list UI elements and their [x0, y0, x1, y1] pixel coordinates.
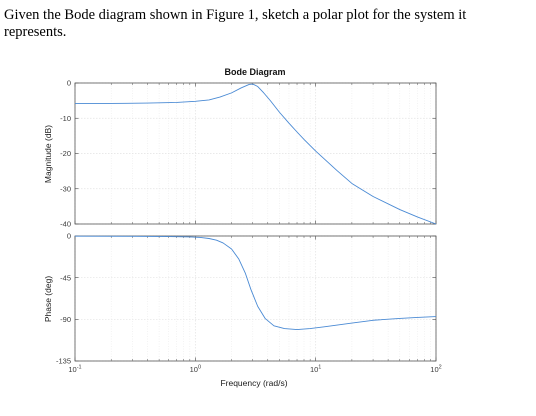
- y-tick-label: 0: [67, 79, 71, 88]
- x-tick-exponent: 2: [439, 365, 442, 371]
- phase-series-line: [74, 235, 437, 330]
- x-tick-base: 10: [430, 365, 438, 374]
- y-tick-label: -30: [60, 184, 71, 193]
- y-tick-label: -40: [60, 220, 71, 229]
- y-tick-label: 0: [67, 232, 71, 241]
- x-tick-label: 10-1: [68, 365, 81, 375]
- magnitude-panel: 0 -10 -20 -30 -40 Magnitude (dB): [43, 79, 437, 229]
- x-tick-label: 102: [430, 365, 441, 375]
- x-tick-label: 101: [310, 365, 321, 375]
- y-tick-label: -45: [60, 273, 71, 282]
- magnitude-series-line: [75, 83, 437, 225]
- y-tick-label: -10: [60, 114, 71, 123]
- axes-box: [74, 82, 437, 225]
- x-tick-label: 100: [190, 365, 201, 375]
- question-text: Given the Bode diagram shown in Figure 1…: [4, 7, 467, 40]
- x-tick-exponent: 1: [318, 365, 321, 371]
- x-tick-base: 10: [68, 365, 76, 374]
- phase-y-axis-label: Phase (deg): [43, 276, 53, 322]
- chart-title: Bode Diagram: [224, 67, 285, 77]
- x-tick-exponent: 0: [198, 365, 201, 371]
- axes-box: [74, 235, 437, 362]
- y-tick-label: -135: [56, 357, 71, 366]
- x-tick-exponent: -1: [77, 365, 82, 371]
- y-tick-label: -20: [60, 149, 71, 158]
- x-axis-label: Frequency (rad/s): [220, 378, 287, 388]
- y-tick-label: -90: [60, 315, 71, 324]
- magnitude-y-axis-label: Magnitude (dB): [43, 125, 53, 183]
- x-tick-base: 10: [190, 365, 198, 374]
- x-tick-base: 10: [310, 365, 318, 374]
